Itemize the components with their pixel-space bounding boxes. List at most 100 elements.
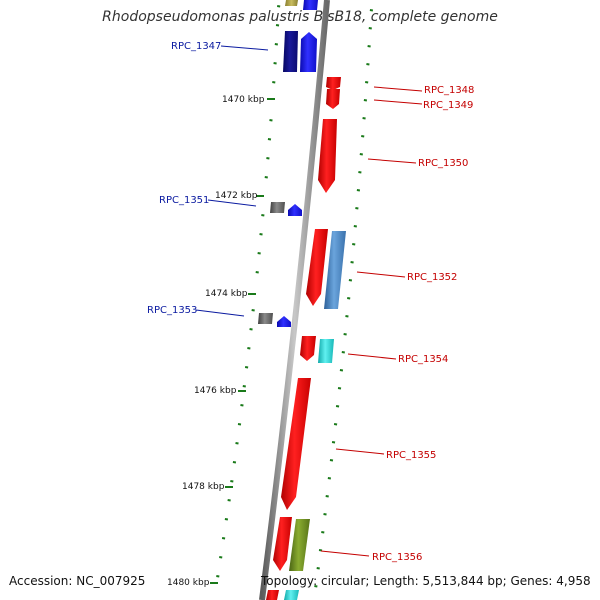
leader-line-rpc-1350: [367, 158, 417, 164]
gene-rpc-1351-a: [270, 202, 285, 213]
gc-tick: [343, 333, 347, 336]
gc-tick: [367, 45, 371, 48]
gc-tick: [274, 43, 279, 46]
gc-tick: [365, 81, 369, 84]
gc-tick: [275, 24, 280, 27]
gene-rpc-1352-b: [324, 231, 346, 309]
gene-label-rpc-1349: RPC_1349: [423, 100, 473, 111]
gene-label-rpc-1355: RPC_1355: [386, 450, 436, 461]
gene-rpc-1348: [326, 77, 341, 90]
gene-rpc-1353-b: [277, 316, 291, 327]
leader-line-rpc-1356: [320, 550, 370, 557]
gc-tick: [327, 477, 332, 480]
gc-tick: [368, 27, 372, 30]
kbp-label: 1480 kbp: [167, 578, 210, 588]
gc-tick: [339, 369, 344, 372]
gc-tick: [273, 62, 277, 65]
gene-label-rpc-1354: RPC_1354: [398, 354, 448, 365]
gc-tick: [269, 119, 273, 122]
gc-tick: [242, 385, 246, 388]
gc-tick: [264, 176, 268, 179]
gc-tick: [329, 459, 334, 462]
gc-tick: [358, 171, 362, 174]
gc-tick: [232, 461, 237, 464]
gc-tick: [216, 575, 220, 578]
gc-tick: [331, 441, 336, 444]
gene-label-rpc-1352: RPC_1352: [407, 272, 457, 283]
gc-tick: [266, 157, 270, 160]
leader-line-rpc-1347: [220, 45, 269, 51]
kbp-label: 1472 kbp: [215, 191, 258, 201]
leader-line-rpc-1349: [373, 99, 423, 105]
gene-rpc-1352-a: [306, 229, 328, 306]
gene-rpc-1349: [326, 89, 340, 109]
gc-tick: [355, 207, 359, 210]
gc-tick: [237, 423, 242, 426]
gene-rpc-1350: [318, 119, 337, 193]
gene-rpc-1347-b: [300, 32, 317, 72]
leader-line-rpc-1352: [356, 271, 406, 278]
kbp-label: 1478 kbp: [182, 482, 225, 492]
gc-tick: [267, 138, 272, 141]
gc-tick: [257, 252, 261, 255]
kbp-label: 1470 kbp: [222, 95, 265, 105]
gc-tick: [366, 63, 370, 66]
gc-tick: [345, 315, 349, 318]
gene-label-rpc-1348: RPC_1348: [424, 85, 474, 96]
genome-backbone: [259, 0, 330, 600]
gc-tick: [333, 423, 338, 426]
gc-tick: [221, 537, 226, 540]
gene-rpc-1353-a: [258, 313, 273, 324]
gc-tick: [347, 297, 351, 300]
gene-label-rpc-1356: RPC_1356: [372, 552, 422, 563]
gc-tick: [341, 351, 345, 354]
gc-tick: [359, 153, 363, 156]
leader-line-rpc-1355: [335, 448, 385, 455]
gene-rpc-1354-a: [300, 336, 316, 361]
gc-tick: [318, 549, 323, 552]
gc-tick: [350, 261, 354, 264]
genome-stats-text: Topology: circular; Length: 5,513,844 bp…: [261, 574, 591, 588]
gc-tick: [227, 499, 231, 502]
gc-tick: [352, 243, 356, 246]
genome-title: Rhodopseudomonas palustris BisB18, compl…: [102, 9, 498, 25]
gc-tick: [230, 480, 234, 483]
gc-content-right-track: [314, 9, 374, 588]
gc-tick: [337, 387, 342, 390]
gene-partial-bottom-teal: [284, 590, 299, 600]
gc-tick: [314, 585, 318, 588]
gene-label-rpc-1350: RPC_1350: [418, 158, 468, 169]
gc-tick: [276, 5, 281, 8]
gene-partial-top-blue: [303, 0, 318, 10]
gene-label-rpc-1353: RPC_1353: [147, 305, 197, 316]
gene-label-rpc-1351: RPC_1351: [159, 195, 209, 206]
gc-tick: [369, 9, 374, 12]
gc-tick: [361, 135, 365, 138]
gene-rpc-1356-b: [289, 519, 310, 571]
gc-tick: [244, 366, 249, 369]
gc-tick: [362, 117, 366, 120]
gc-tick: [323, 513, 327, 516]
gc-tick: [251, 309, 255, 312]
gc-tick: [255, 271, 259, 274]
gc-tick: [224, 518, 229, 521]
gene-partial-top-khaki: [285, 0, 298, 6]
leader-line-rpc-1354: [347, 353, 397, 360]
gc-tick: [261, 214, 265, 217]
leader-line-rpc-1351: [207, 199, 257, 207]
gc-content-left-track: [216, 5, 281, 578]
leader-line-rpc-1353: [195, 309, 245, 317]
gene-partial-bottom-red: [266, 590, 279, 600]
gene-rpc-1347-a: [283, 31, 298, 72]
gc-tick: [240, 404, 244, 407]
gc-tick: [321, 531, 325, 534]
gc-tick: [325, 495, 329, 498]
gc-tick: [249, 328, 253, 331]
accession-text: Accession: NC_007925: [9, 574, 146, 588]
gc-tick: [219, 556, 223, 559]
kbp-label: 1474 kbp: [205, 289, 248, 299]
gc-tick: [335, 405, 340, 408]
gene-rpc-1351-b: [288, 204, 302, 216]
gene-rpc-1355: [281, 378, 311, 510]
